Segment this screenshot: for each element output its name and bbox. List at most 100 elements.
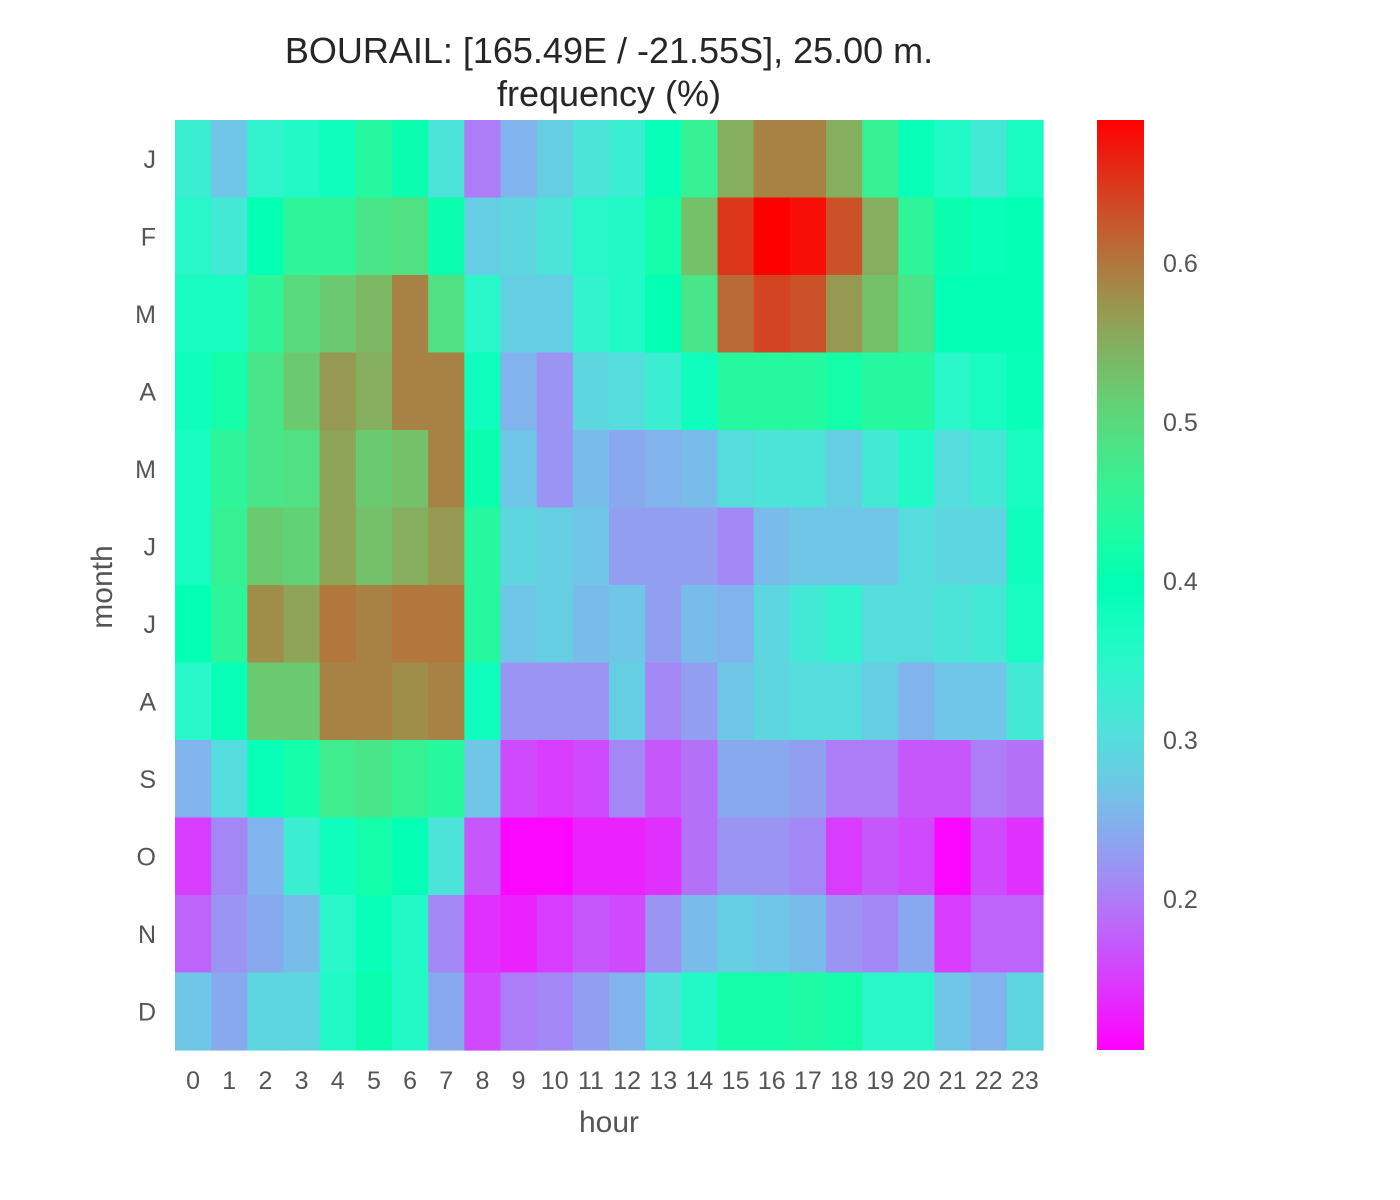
heatmap-cell [898,972,936,1051]
y-tick-label: J [144,533,157,561]
heatmap-cell [283,430,321,509]
x-tick-label: 6 [403,1067,417,1095]
heatmap-cell [934,275,972,354]
heatmap-cell [247,972,285,1051]
heatmap-cell [609,740,646,819]
y-tick-label: J [144,611,157,639]
heatmap-cell [247,275,285,354]
x-tick-label: 7 [439,1067,453,1095]
heatmap-cell [898,197,936,276]
heatmap-cell [392,662,429,741]
heatmap-cell [536,352,574,431]
heatmap-cell [536,662,574,741]
heatmap-cell [717,120,755,199]
heatmap-cell [355,197,393,276]
heatmap-cell [572,817,610,896]
heatmap-cell [355,895,393,974]
heatmap-cell [681,740,719,819]
y-tick-label: M [135,301,156,329]
heatmap-cell [175,662,212,741]
x-tick-label: 16 [758,1067,786,1095]
colorbar-tick-label: 0.6 [1163,250,1198,278]
heatmap-cell [645,120,682,199]
heatmap-cell [789,197,827,276]
heatmap-cell [464,972,502,1051]
heatmap-cell [934,585,972,664]
heatmap-cell [355,817,393,896]
heatmap-cell [428,120,465,199]
heatmap-cell [355,585,393,664]
heatmap-cell [175,120,212,199]
heatmap-cell [970,430,1008,509]
heatmap-cell [500,275,538,354]
heatmap-cell [572,275,610,354]
heatmap-cell [1006,895,1044,974]
heatmap-cell [536,120,574,199]
heatmap-cell [1006,275,1044,354]
heatmap-cell [645,352,682,431]
heatmap-cell [753,275,791,354]
heatmap-cell [898,740,936,819]
x-tick-label: 19 [866,1067,894,1095]
heatmap-cell [283,275,321,354]
heatmap-cell [283,817,321,896]
heatmap-cell [826,585,863,664]
heatmap-cell [1006,662,1044,741]
heatmap-cell [970,895,1008,974]
heatmap-cell [464,352,502,431]
heatmap-cell [175,817,212,896]
heatmap-cell [789,895,827,974]
heatmap-cell [175,972,212,1051]
heatmap-cell [826,352,863,431]
colorbar-ticks: 0.2 0.3 0.4 0.5 0.6 [1163,250,1198,914]
y-tick-label: O [137,843,156,871]
heatmap-cell [464,275,502,354]
heatmap-cell [355,430,393,509]
x-tick-label: 20 [903,1067,931,1095]
heatmap-cell [572,972,610,1051]
heatmap-cell [500,895,538,974]
heatmap-cell [789,430,827,509]
heatmap-cell [826,120,863,199]
heatmap-cell [753,507,791,586]
heatmap-cell [175,585,212,664]
heatmap-cell [826,895,863,974]
x-tick-label: 5 [367,1067,381,1095]
heatmap-cell [392,275,429,354]
heatmap-cell [283,895,321,974]
heatmap-cell [681,895,719,974]
x-tick-label: 1 [222,1067,236,1095]
heatmap-cell [717,972,755,1051]
heatmap-cell [283,507,321,586]
y-tick-label: M [135,456,156,484]
y-tick-label: S [139,766,156,794]
heatmap-cell [464,507,502,586]
heatmap-cell [789,352,827,431]
x-tick-label: 23 [1011,1067,1039,1095]
heatmap-cell [319,972,357,1051]
heatmap-cell [609,430,646,509]
heatmap-cell [898,895,936,974]
heatmap-cell [717,507,755,586]
heatmap-cell [175,740,212,819]
heatmap-cell [392,740,429,819]
heatmap-cell [392,352,429,431]
heatmap-cell [717,585,755,664]
heatmap-cell [826,740,863,819]
heatmap-cell [645,430,682,509]
heatmap-cell [464,817,502,896]
heatmap-cell [789,275,827,354]
heatmap-cell [392,120,429,199]
heatmap-cell [211,352,248,431]
heatmap-cell [319,197,357,276]
colorbar-tick-label: 0.2 [1163,886,1198,914]
heatmap-cell [572,430,610,509]
heatmap-cell [934,352,972,431]
heatmap-cell [247,507,285,586]
heatmap-cell [392,972,429,1051]
y-tick-label: D [138,998,156,1026]
heatmap-cell [283,352,321,431]
heatmap-cell [1006,120,1044,199]
heatmap-cell [211,740,248,819]
